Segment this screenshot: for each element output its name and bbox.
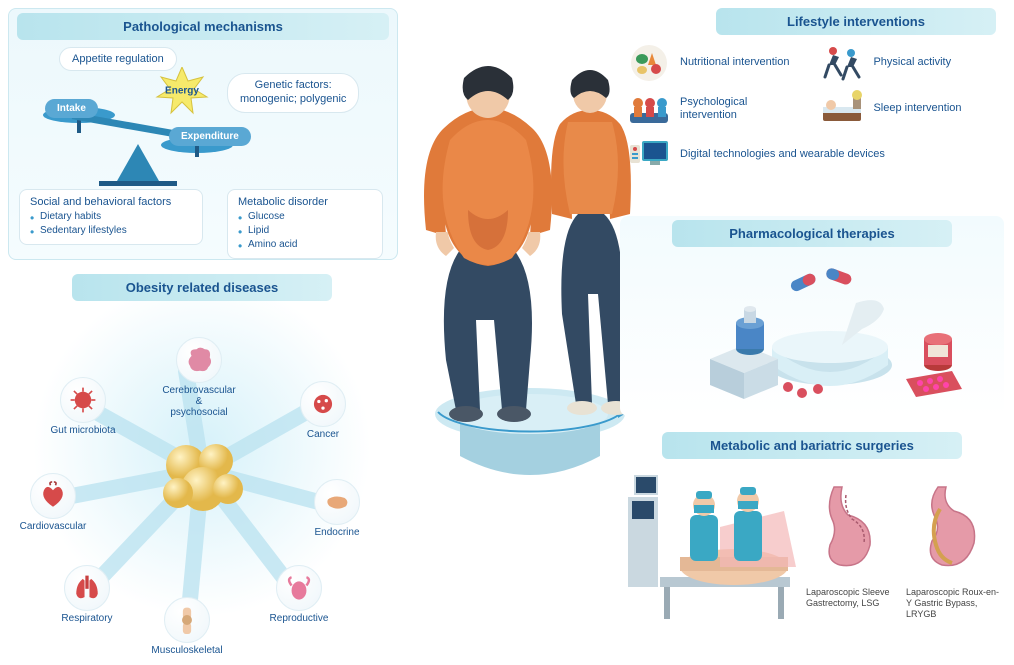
- mb-title: Metabolic and bariatric surgeries: [662, 432, 962, 459]
- disease-knee: Musculoskeletal: [148, 597, 226, 656]
- fat-cells-icon: [158, 431, 248, 521]
- pharma-panel: Pharmacological therapies: [620, 216, 1004, 416]
- ord-body: Gut microbiota Cerebrovascular & psychoso…: [8, 301, 396, 651]
- genetic-pill: Genetic factors: monogenic; polygenic: [227, 73, 359, 113]
- social-list: Dietary habits Sedentary lifestyles: [30, 210, 192, 238]
- run-icon: [819, 43, 865, 83]
- pathological-mechanisms-panel: Pathological mechanisms Appetite regulat…: [8, 8, 398, 260]
- disease-brain: Cerebrovascular & psychosocial: [160, 337, 238, 418]
- surgeons-icon: [624, 467, 800, 627]
- mb-label-lsg: Laparoscopic Sleeve Gastrectomy, LSG: [806, 587, 902, 609]
- disease-repro: Reproductive: [260, 565, 338, 624]
- metabolic-disorder-box: Metabolic disorder Glucose Lipid Amino a…: [227, 189, 383, 259]
- li-physical: Physical activity: [819, 43, 998, 83]
- energy-badge: Energy: [155, 67, 209, 115]
- knee-icon: [164, 597, 210, 643]
- intake-badge: Intake: [45, 99, 98, 118]
- lung-icon: [64, 565, 110, 611]
- li-digital: Digital technologies and wearable device…: [626, 135, 998, 175]
- social-factors-box: Social and behavioral factors Dietary ha…: [19, 189, 203, 245]
- li-nutritional: Nutritional intervention: [626, 43, 805, 83]
- disease-cancer: Cancer: [284, 381, 362, 440]
- sleep-icon: [819, 89, 865, 129]
- pm-title: Pathological mechanisms: [17, 13, 389, 40]
- metab-list: Glucose Lipid Amino acid: [238, 210, 372, 252]
- disease-pancreas: Endocrine: [298, 479, 376, 538]
- mb-label-lrygb: Laparoscopic Roux-en-Y Gastric Bypass, L…: [906, 587, 1002, 619]
- li-psychological: Psychological intervention: [626, 89, 805, 129]
- expenditure-badge: Expenditure: [169, 127, 251, 146]
- microbe-icon: [60, 377, 106, 423]
- disease-heart: Cardiovascular: [14, 473, 92, 532]
- obesity-diseases-panel: Obesity related diseases Gut microbiota C…: [8, 274, 396, 654]
- ord-title: Obesity related diseases: [72, 274, 332, 301]
- li-sleep: Sleep intervention: [819, 89, 998, 129]
- stomach-lrygb-icon: [912, 479, 992, 579]
- stomach-lsg-icon: [812, 479, 892, 579]
- heart-icon: [30, 473, 76, 519]
- cancer-icon: [300, 381, 346, 427]
- pharma-scene-icon: [620, 247, 1004, 407]
- pancreas-icon: [314, 479, 360, 525]
- pt-title: Pharmacological therapies: [672, 220, 952, 247]
- disease-microbe: Gut microbiota: [44, 377, 122, 436]
- li-title: Lifestyle interventions: [716, 8, 996, 35]
- digital-icon: [626, 135, 672, 175]
- lifestyle-panel: Lifestyle interventions Nutritional inte…: [620, 8, 1004, 198]
- talk-icon: [626, 89, 672, 129]
- food-icon: [626, 43, 672, 83]
- repro-icon: [276, 565, 322, 611]
- brain-icon: [176, 337, 222, 383]
- disease-lung: Respiratory: [48, 565, 126, 624]
- surgery-panel: Metabolic and bariatric surgeries Laparo…: [620, 432, 1004, 654]
